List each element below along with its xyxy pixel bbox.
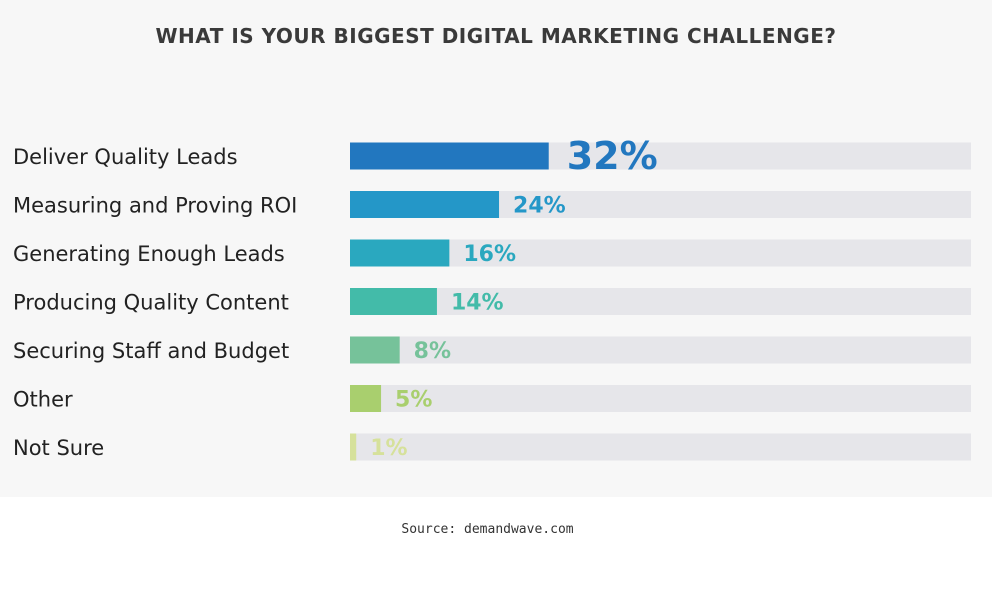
- bar-not-sure: [350, 433, 357, 461]
- bar-other: [350, 385, 382, 412]
- category-label-deliver-quality-leads: Deliver Quality Leads: [13, 145, 238, 169]
- bar-track-generating-enough-leads: [350, 239, 971, 267]
- bar-track-securing-staff-and-budget: [350, 336, 971, 364]
- bar-chart: Deliver Quality Leads 32% Measuring and Pr…: [13, 134, 971, 461]
- source-caption: Source: demandwave.com: [401, 522, 574, 537]
- value-label-other: 5%: [395, 388, 432, 413]
- category-label-measuring-and-proving-roi: Measuring and Proving ROI: [13, 194, 297, 218]
- value-label-generating-enough-leads: 16%: [463, 242, 516, 267]
- category-label-not-sure: Not Sure: [13, 436, 104, 460]
- value-label-producing-quality-content: 14%: [451, 291, 504, 316]
- category-label-generating-enough-leads: Generating Enough Leads: [13, 242, 285, 266]
- bar-track-not-sure: [350, 433, 971, 461]
- bar-generating-enough-leads: [350, 239, 450, 267]
- bar-securing-staff-and-budget: [350, 336, 400, 364]
- category-label-securing-staff-and-budget: Securing Staff and Budget: [13, 339, 289, 363]
- bar-track-other: [350, 385, 971, 412]
- bar-producing-quality-content: [350, 288, 437, 315]
- value-label-measuring-and-proving-roi: 24%: [513, 194, 566, 219]
- value-label-securing-staff-and-budget: 8%: [414, 339, 451, 364]
- value-label-deliver-quality-leads: 32%: [567, 134, 658, 178]
- category-label-producing-quality-content: Producing Quality Content: [13, 291, 289, 315]
- bar-measuring-and-proving-roi: [350, 191, 500, 218]
- value-label-not-sure: 1%: [370, 436, 407, 461]
- bar-track-producing-quality-content: [350, 288, 971, 315]
- category-label-other: Other: [13, 388, 73, 412]
- chart-title: WHAT IS YOUR BIGGEST DIGITAL MARKETING C…: [155, 24, 837, 48]
- bar-deliver-quality-leads: [350, 142, 549, 170]
